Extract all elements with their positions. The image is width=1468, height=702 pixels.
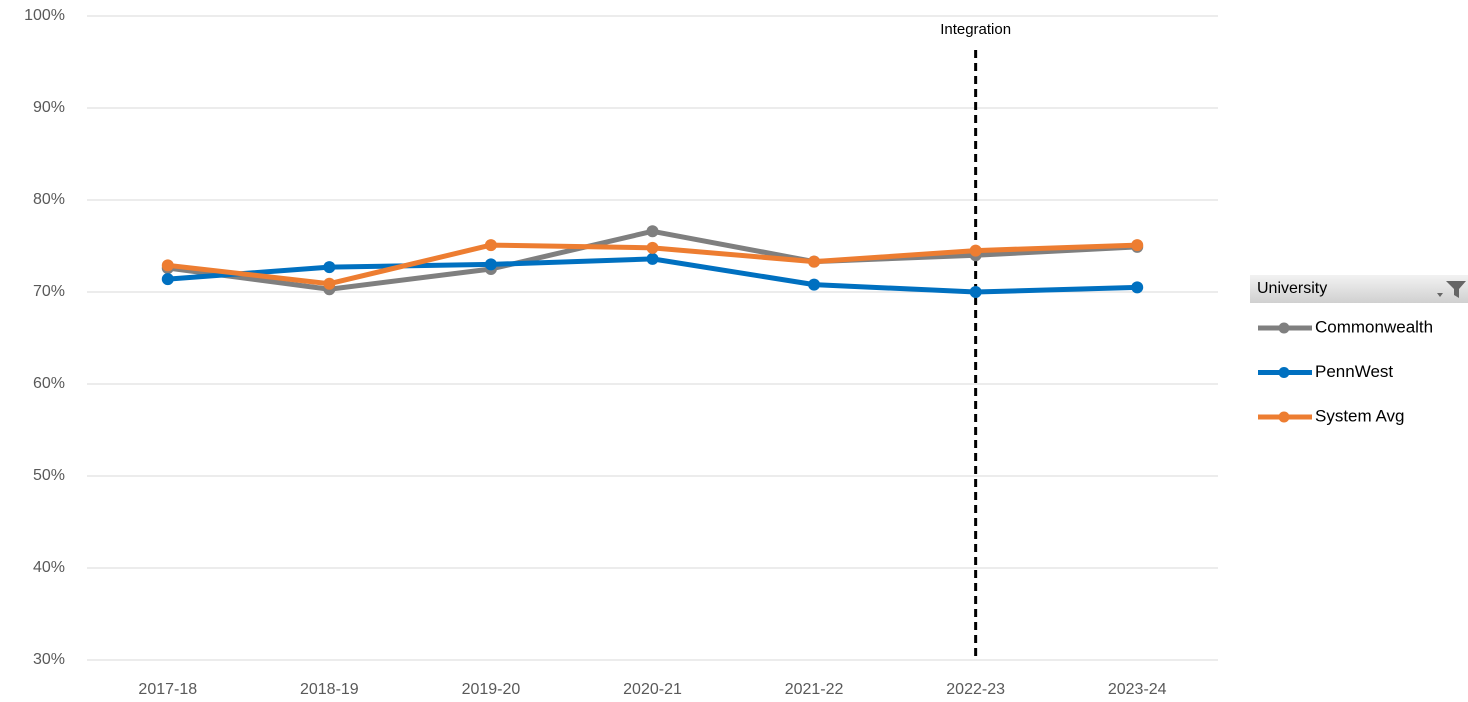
- series-marker: [808, 255, 821, 268]
- x-tick-label: 2023-24: [1108, 681, 1167, 698]
- legend-header: [1250, 275, 1468, 303]
- series-marker: [484, 239, 497, 252]
- legend-label: Commonwealth: [1315, 317, 1433, 336]
- legend-marker: [1278, 411, 1290, 423]
- series-marker: [484, 258, 497, 271]
- filter-icon[interactable]: [1437, 281, 1466, 298]
- series-marker: [161, 259, 174, 272]
- y-tick-label: 60%: [33, 375, 65, 392]
- series-marker: [323, 277, 336, 290]
- legend-label: System Avg: [1315, 406, 1404, 425]
- legend-label: PennWest: [1315, 362, 1393, 381]
- x-tick-label: 2019-20: [462, 681, 521, 698]
- legend-marker: [1278, 367, 1290, 378]
- series-marker: [161, 273, 174, 286]
- series-marker: [1131, 281, 1144, 294]
- series-marker: [969, 286, 982, 298]
- series-marker: [969, 244, 982, 257]
- series-marker: [323, 261, 336, 274]
- legend-marker: [1278, 322, 1290, 334]
- y-tick-label: 40%: [33, 559, 65, 576]
- series-marker: [646, 252, 659, 265]
- x-tick-label: 2022-23: [946, 681, 1005, 698]
- y-tick-label: 30%: [33, 651, 65, 668]
- x-tick-label: 2017-18: [138, 681, 197, 698]
- x-tick-label: 2021-22: [785, 681, 844, 698]
- y-tick-label: 90%: [33, 99, 65, 116]
- annotation-label: Integration: [940, 21, 1011, 38]
- y-tick-label: 50%: [33, 467, 65, 484]
- series-marker: [1131, 239, 1144, 252]
- x-tick-label: 2020-21: [623, 681, 682, 698]
- legend-title: University: [1257, 280, 1327, 297]
- series-marker: [646, 241, 659, 254]
- y-tick-label: 70%: [33, 283, 65, 300]
- y-tick-label: 100%: [24, 7, 65, 24]
- x-tick-label: 2018-19: [300, 681, 359, 698]
- y-tick-label: 80%: [33, 191, 65, 208]
- series-marker: [646, 225, 659, 238]
- series-marker: [808, 278, 821, 291]
